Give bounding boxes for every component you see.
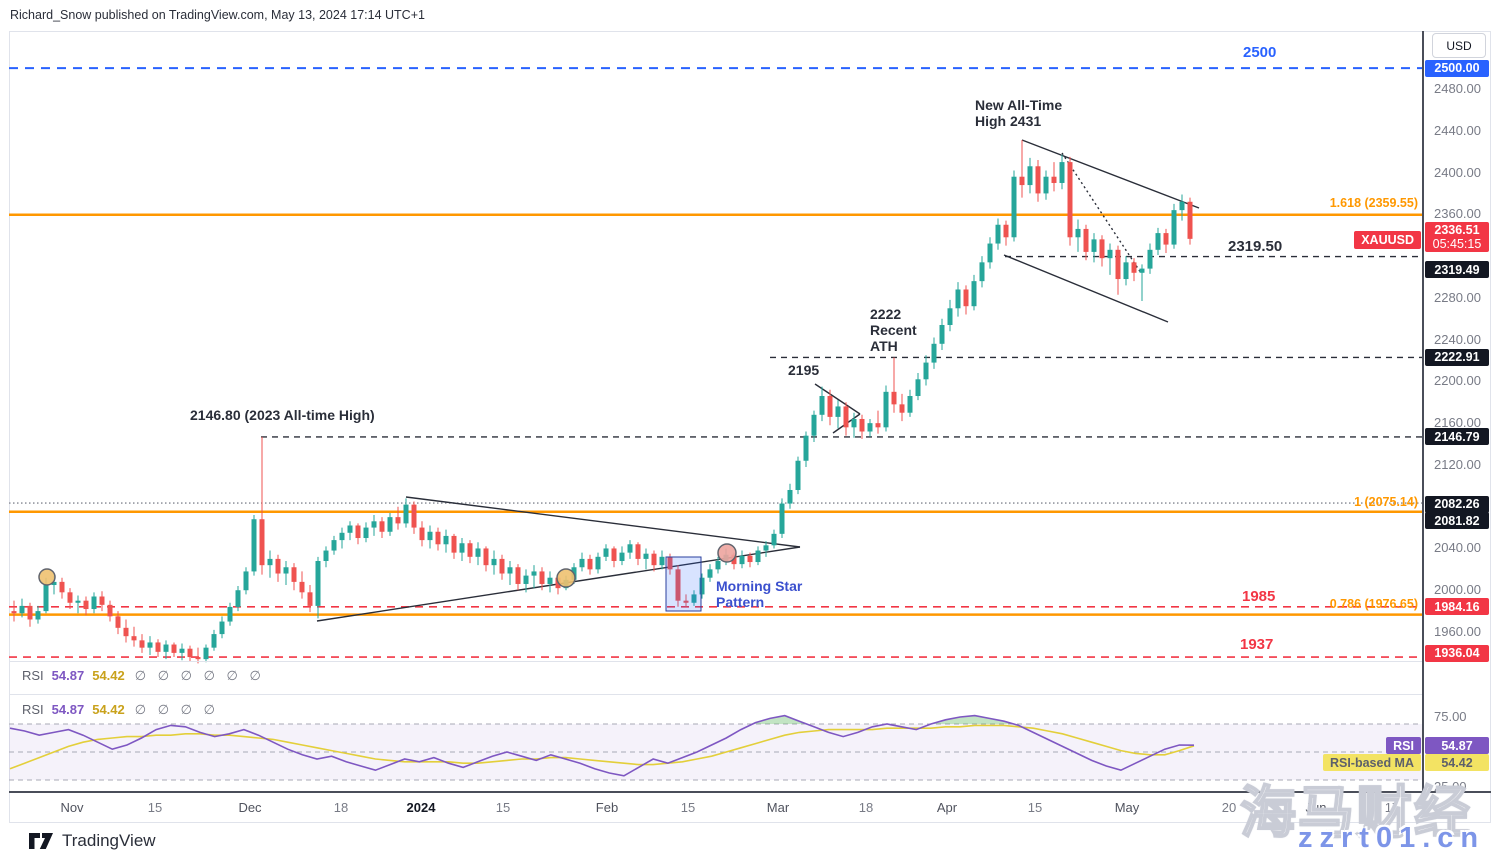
rsi-legend[interactable]: RSI 54.87 54.42 ∅ ∅ ∅ ∅ [22,702,219,718]
price-axis-badge: 2500.00 [1425,59,1489,77]
price-axis-badge: 2222.91 [1425,348,1489,366]
rsi-legend-collapsed[interactable]: RSI 54.87 54.42 ∅ ∅ ∅ ∅ ∅ ∅ [22,668,265,684]
price-tick: 2240.00 [1434,331,1481,347]
price-tick: 2120.00 [1434,456,1481,472]
watermark-url[interactable]: zzrt01.cn [1298,822,1486,854]
pane-divider [9,694,1422,695]
symbol-badge: XAUUSD [1354,231,1421,249]
indicator-name-badge: RSI-based MA [1322,754,1421,771]
fib-level-label: 0.786 (1976.65) [1329,597,1418,611]
price-axis-divider[interactable] [1422,31,1424,792]
ath-2023-label: 2146.80 (2023 All-time High) [190,407,375,423]
rsi-null-values: ∅ ∅ ∅ ∅ [134,702,219,717]
pennant-label: 2195 [788,362,820,378]
price-axis-badge: 2319.49 [1425,261,1489,279]
tradingview-logo[interactable]: TradingView [28,830,156,852]
level-1937-label: 1937 [1240,636,1274,653]
price-axis-badge: 2081.82 [1425,512,1489,530]
time-tick: 2024 [406,800,436,815]
time-tick: 15 [147,800,163,815]
rsi-tick: 25.00 [1434,779,1467,794]
rsi-legend-title: RSI [22,668,44,683]
time-tick: Nov [60,800,84,815]
price-axis-badge: 1984.16 [1425,598,1489,616]
time-tick: 17 [1384,800,1400,815]
rsi-ma-value: 54.42 [92,702,125,717]
rsi-ma-value: 54.42 [92,668,125,683]
fib-level-label: 1 (2075.14) [1354,495,1418,509]
rsi-value: 54.87 [51,668,85,683]
price-axis-badge: 2146.79 [1425,428,1489,446]
time-tick: Dec [238,800,262,815]
time-tick: May [1114,800,1140,815]
price-tick: 2480.00 [1434,81,1481,96]
price-tick: 2160.00 [1434,415,1481,431]
fib-level-label: 1.618 (2359.55) [1329,196,1418,210]
time-tick: 15 [1027,800,1043,815]
rsi-legend-title: RSI [22,702,44,717]
price-tick: 2360.00 [1434,206,1481,222]
publish-credit: Richard_Snow published on TradingView.co… [10,8,425,22]
target-2500-label: 2500 [1243,44,1277,61]
price-tick: 2000.00 [1434,582,1481,598]
recent-ath-label: 2222 Recent ATH [870,306,917,355]
morning-star-label: Morning Star Pattern [716,578,803,611]
pane-divider [9,661,1422,662]
indicator-value-badge: 54.42 [1425,754,1489,771]
indicator-value-badge: 54.87 [1425,737,1489,754]
price-tick: 2280.00 [1434,289,1481,305]
last-price-badge: 2336.51 05:45:15 [1425,222,1489,252]
tradingview-logo-icon [29,833,53,849]
new-ath-label: New All-Time High 2431 [975,97,1063,130]
price-axis-badge: 2082.26 [1425,495,1489,513]
rsi-value: 54.87 [51,702,85,717]
time-axis-divider [9,791,1491,793]
time-tick: 20 [1221,800,1237,815]
price-tick: 2440.00 [1434,122,1481,138]
level-1985-label: 1985 [1242,588,1276,605]
time-tick: Apr [936,800,958,815]
price-tick: 2040.00 [1434,540,1481,556]
last-price-value: 2336.51 [1434,223,1480,237]
bar-countdown: 05:45:15 [1432,237,1482,251]
indicator-name-badge: RSI [1386,737,1421,754]
time-tick: 15 [680,800,696,815]
price-axis-badge: 1936.04 [1425,644,1489,662]
time-tick: 18 [333,800,349,815]
tradingview-logo-text: TradingView [62,831,156,850]
rsi-null-values: ∅ ∅ ∅ ∅ ∅ ∅ [134,668,265,683]
currency-button[interactable]: USD [1432,33,1486,58]
time-tick: 15 [495,800,511,815]
level-2319-label: 2319.50 [1228,238,1283,255]
time-tick: 18 [858,800,874,815]
price-tick: 1960.00 [1434,623,1481,639]
rsi-tick: 75.00 [1434,709,1467,724]
chart-frame [9,31,1491,823]
time-tick: Mar [766,800,790,815]
time-tick: Jun [1305,800,1327,815]
watermark-cjk: 海马财经 [1239,780,1472,845]
price-tick: 2200.00 [1434,373,1481,389]
time-tick: Feb [595,800,619,815]
price-tick: 2400.00 [1434,164,1481,180]
